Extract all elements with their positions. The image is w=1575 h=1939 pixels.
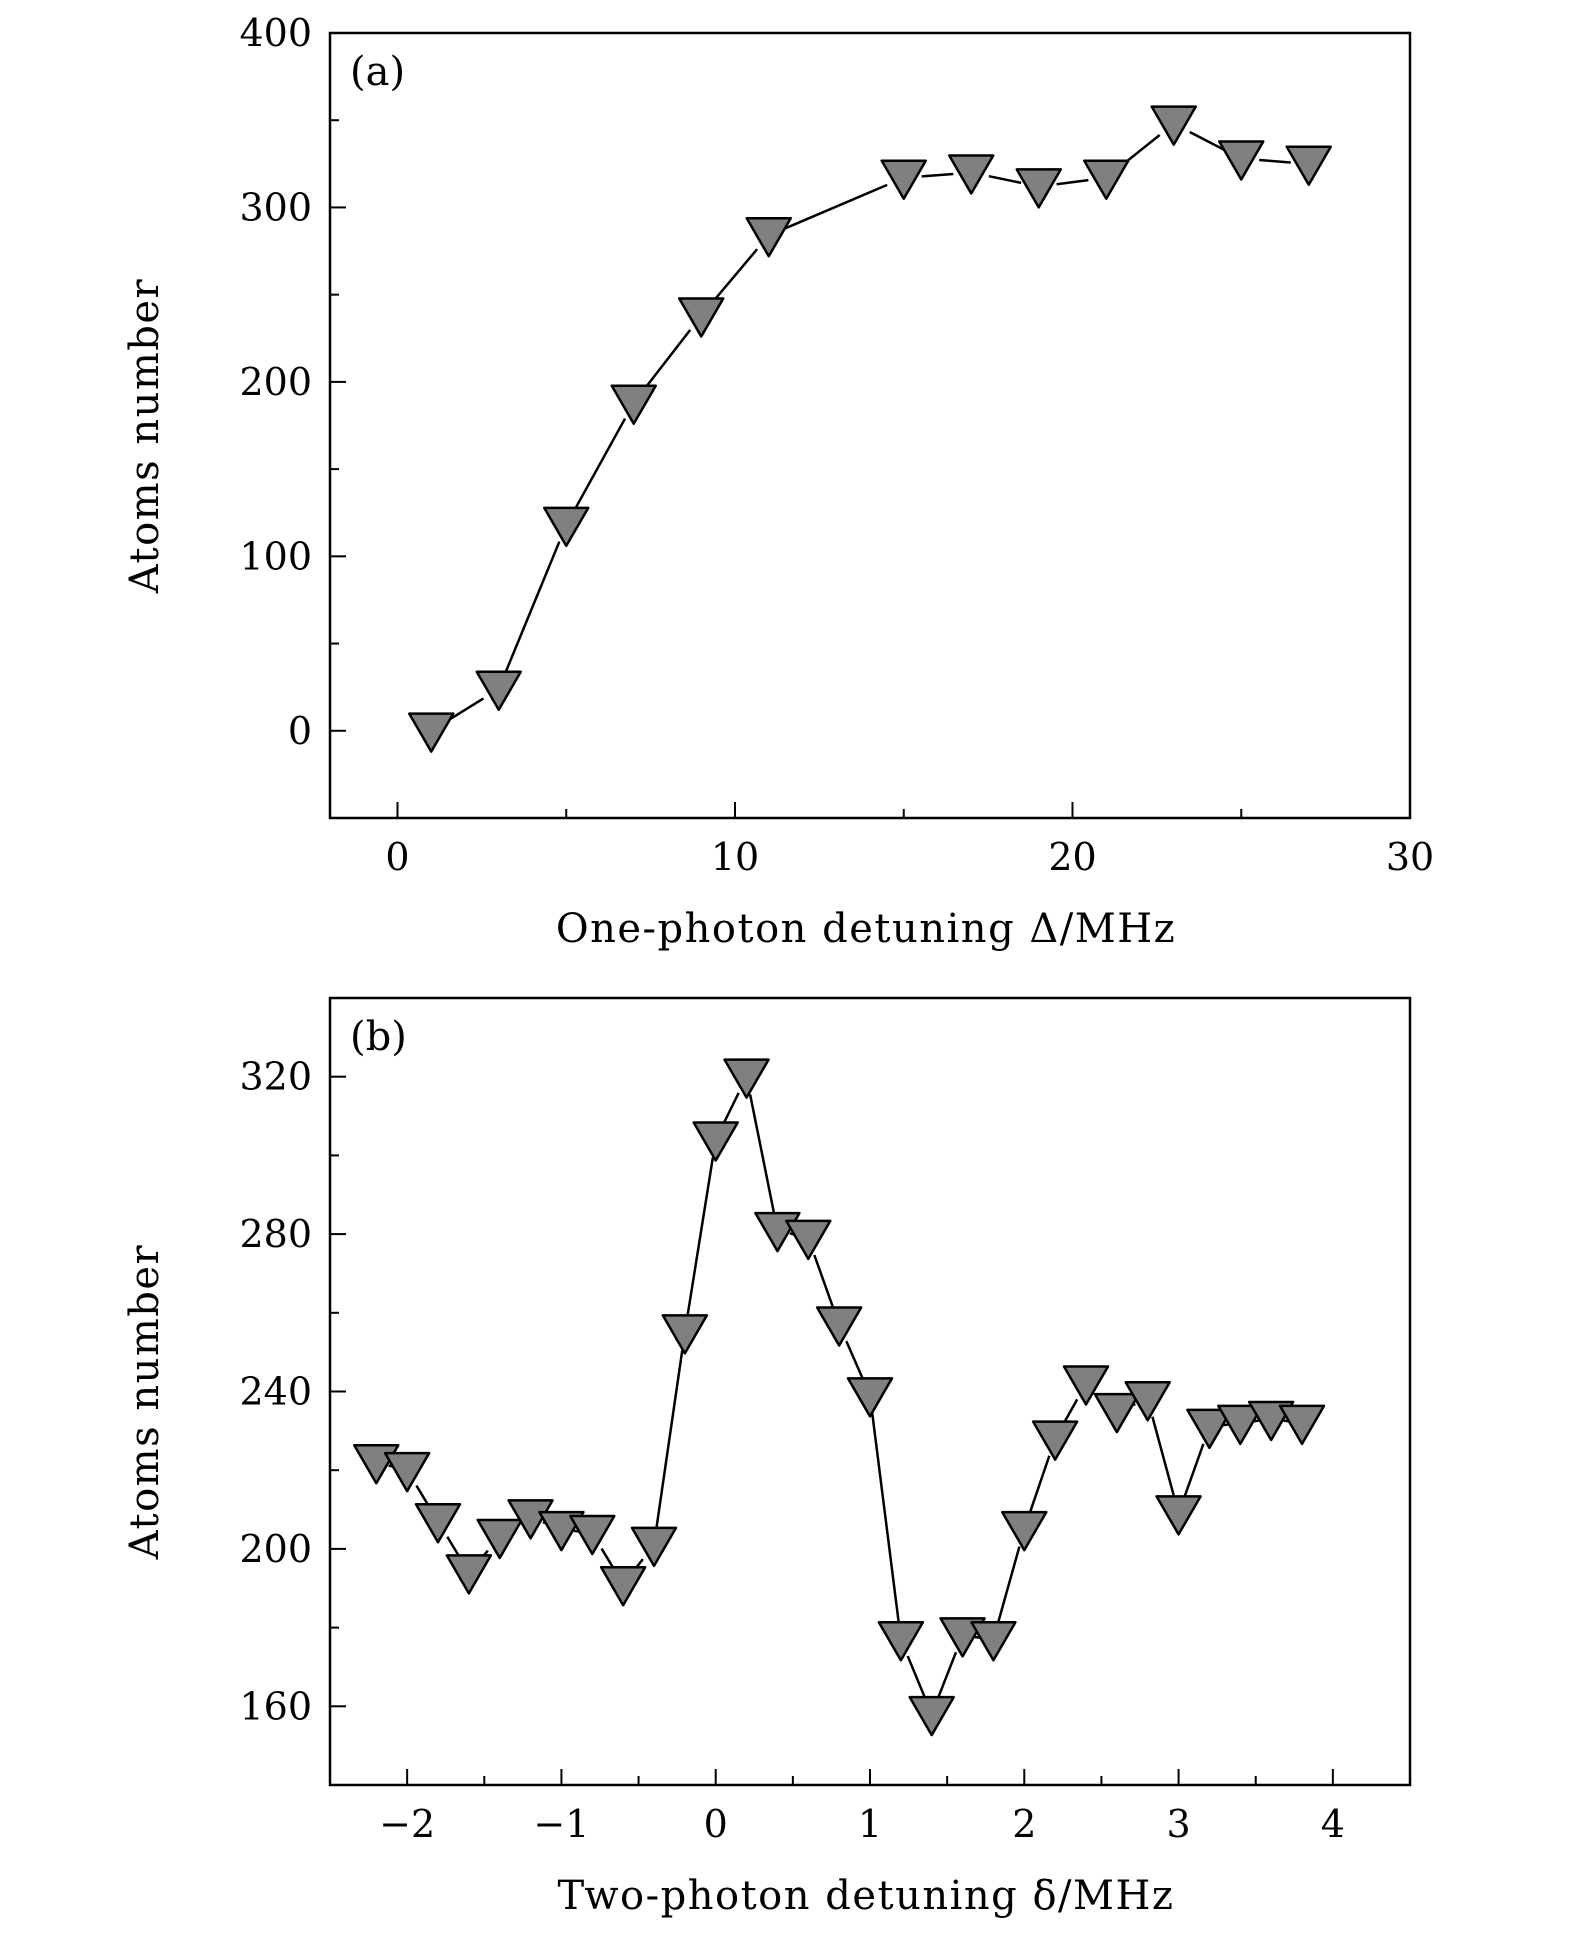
data-point-marker [908, 1695, 955, 1737]
series-segment [921, 172, 954, 178]
y-tick-label: 300 [239, 185, 312, 229]
data-point-marker [880, 159, 927, 200]
plot-frame [328, 31, 1412, 820]
data-point-marker [475, 670, 522, 712]
data-point-marker [1083, 159, 1130, 200]
y-tick-label: 200 [239, 1527, 312, 1571]
x-tick-label: 20 [1048, 835, 1096, 879]
data-point-marker [408, 712, 455, 753]
x-tick-label: 10 [711, 835, 759, 879]
series-segment [784, 183, 888, 230]
data-point-marker [383, 1451, 431, 1493]
data-point-marker [1186, 1408, 1233, 1450]
series-segment [1151, 1416, 1176, 1497]
series-segment [643, 329, 692, 390]
x-tick-label: 1 [858, 1802, 882, 1846]
data-point-marker [692, 1121, 739, 1162]
series-segment [446, 1536, 461, 1558]
x-tick-label: −1 [533, 1802, 589, 1846]
data-point-marker [1062, 1365, 1110, 1406]
series-segment [1062, 1398, 1079, 1424]
x-tick-label: 3 [1166, 1802, 1190, 1846]
data-point-marker [630, 1526, 678, 1568]
y-tick-label: 100 [239, 534, 312, 578]
series-segment [1056, 178, 1089, 186]
data-point-marker [1278, 1404, 1326, 1446]
data-point-marker [846, 1377, 894, 1418]
series-segment [748, 1094, 776, 1213]
data-point-marker [543, 506, 590, 548]
data-point-marker [1001, 1510, 1048, 1552]
series-segment [845, 1340, 864, 1380]
data-point-marker [1124, 1381, 1171, 1422]
data-point-marker [745, 217, 792, 258]
data-point-marker [1031, 1420, 1079, 1461]
data-point-marker [1218, 140, 1265, 181]
y-tick-label: 400 [239, 11, 312, 55]
data-point-marker [445, 1554, 493, 1595]
series-segment [1028, 1455, 1051, 1513]
x-tick-label: 4 [1321, 1802, 1345, 1846]
x-axis-label: One-photon detuning Δ/MHz [556, 906, 1176, 952]
series-segment [1189, 130, 1226, 152]
series-segment [988, 174, 1022, 185]
series-segment [997, 1546, 1021, 1623]
series-segment [445, 697, 485, 723]
y-tick-label: 240 [239, 1370, 312, 1414]
series-segment [937, 1651, 958, 1698]
data-point-marker [507, 1499, 554, 1540]
y-axis-label: Atoms number [122, 1244, 168, 1560]
y-tick-label: 0 [288, 709, 312, 753]
series-segment [1183, 1443, 1205, 1497]
x-axis-label: Two-photon detuning δ/MHz [558, 1873, 1175, 1919]
y-tick-label: 160 [239, 1684, 312, 1728]
data-point-marker [1155, 1495, 1202, 1536]
series-segment [711, 248, 759, 303]
series-segment [415, 1484, 430, 1507]
data-point-marker [785, 1219, 832, 1261]
x-tick-label: 0 [704, 1802, 728, 1846]
data-point-marker [1150, 105, 1197, 146]
data-point-marker [970, 1621, 1017, 1662]
data-point-marker [610, 384, 657, 425]
series-segment [600, 1547, 615, 1570]
y-axis-label: Atoms number [122, 278, 168, 594]
x-tick-label: −2 [379, 1802, 435, 1846]
data-point-marker [476, 1518, 523, 1560]
series-segment [573, 417, 627, 510]
y-tick-label: 320 [239, 1055, 312, 1099]
series-segment [813, 1254, 835, 1309]
series-segment [906, 1655, 927, 1699]
data-point-marker [1093, 1392, 1141, 1434]
x-tick-label: 0 [385, 835, 409, 879]
x-tick-label: 30 [1386, 835, 1434, 879]
x-tick-label: 2 [1012, 1802, 1036, 1846]
series-segment [1259, 158, 1291, 164]
data-point-marker [678, 297, 725, 338]
y-tick-label: 280 [239, 1212, 312, 1256]
series-segment [722, 1092, 740, 1125]
data-point-marker [414, 1503, 462, 1544]
series-segment [504, 541, 561, 673]
data-point-marker [948, 154, 995, 195]
data-point-marker [723, 1058, 770, 1099]
series-segment [871, 1413, 900, 1622]
chart-panel-b: −2 −1 0 1 2 3 4 160 200 240 280 320 Two-photon detun… [122, 996, 1412, 1919]
panel-label: (b) [350, 1014, 407, 1060]
data-point-marker [661, 1314, 709, 1355]
data-point-marker [877, 1621, 925, 1662]
series-segment [686, 1157, 715, 1315]
data-point-marker [1285, 145, 1332, 186]
data-point-marker [1015, 168, 1062, 209]
panel-label: (a) [350, 49, 405, 95]
data-point-marker [815, 1306, 863, 1347]
data-point-marker [599, 1565, 647, 1607]
y-tick-label: 200 [239, 360, 312, 404]
data-point-marker [1217, 1404, 1264, 1446]
series-segment [655, 1350, 684, 1528]
data-point-marker [569, 1514, 616, 1556]
